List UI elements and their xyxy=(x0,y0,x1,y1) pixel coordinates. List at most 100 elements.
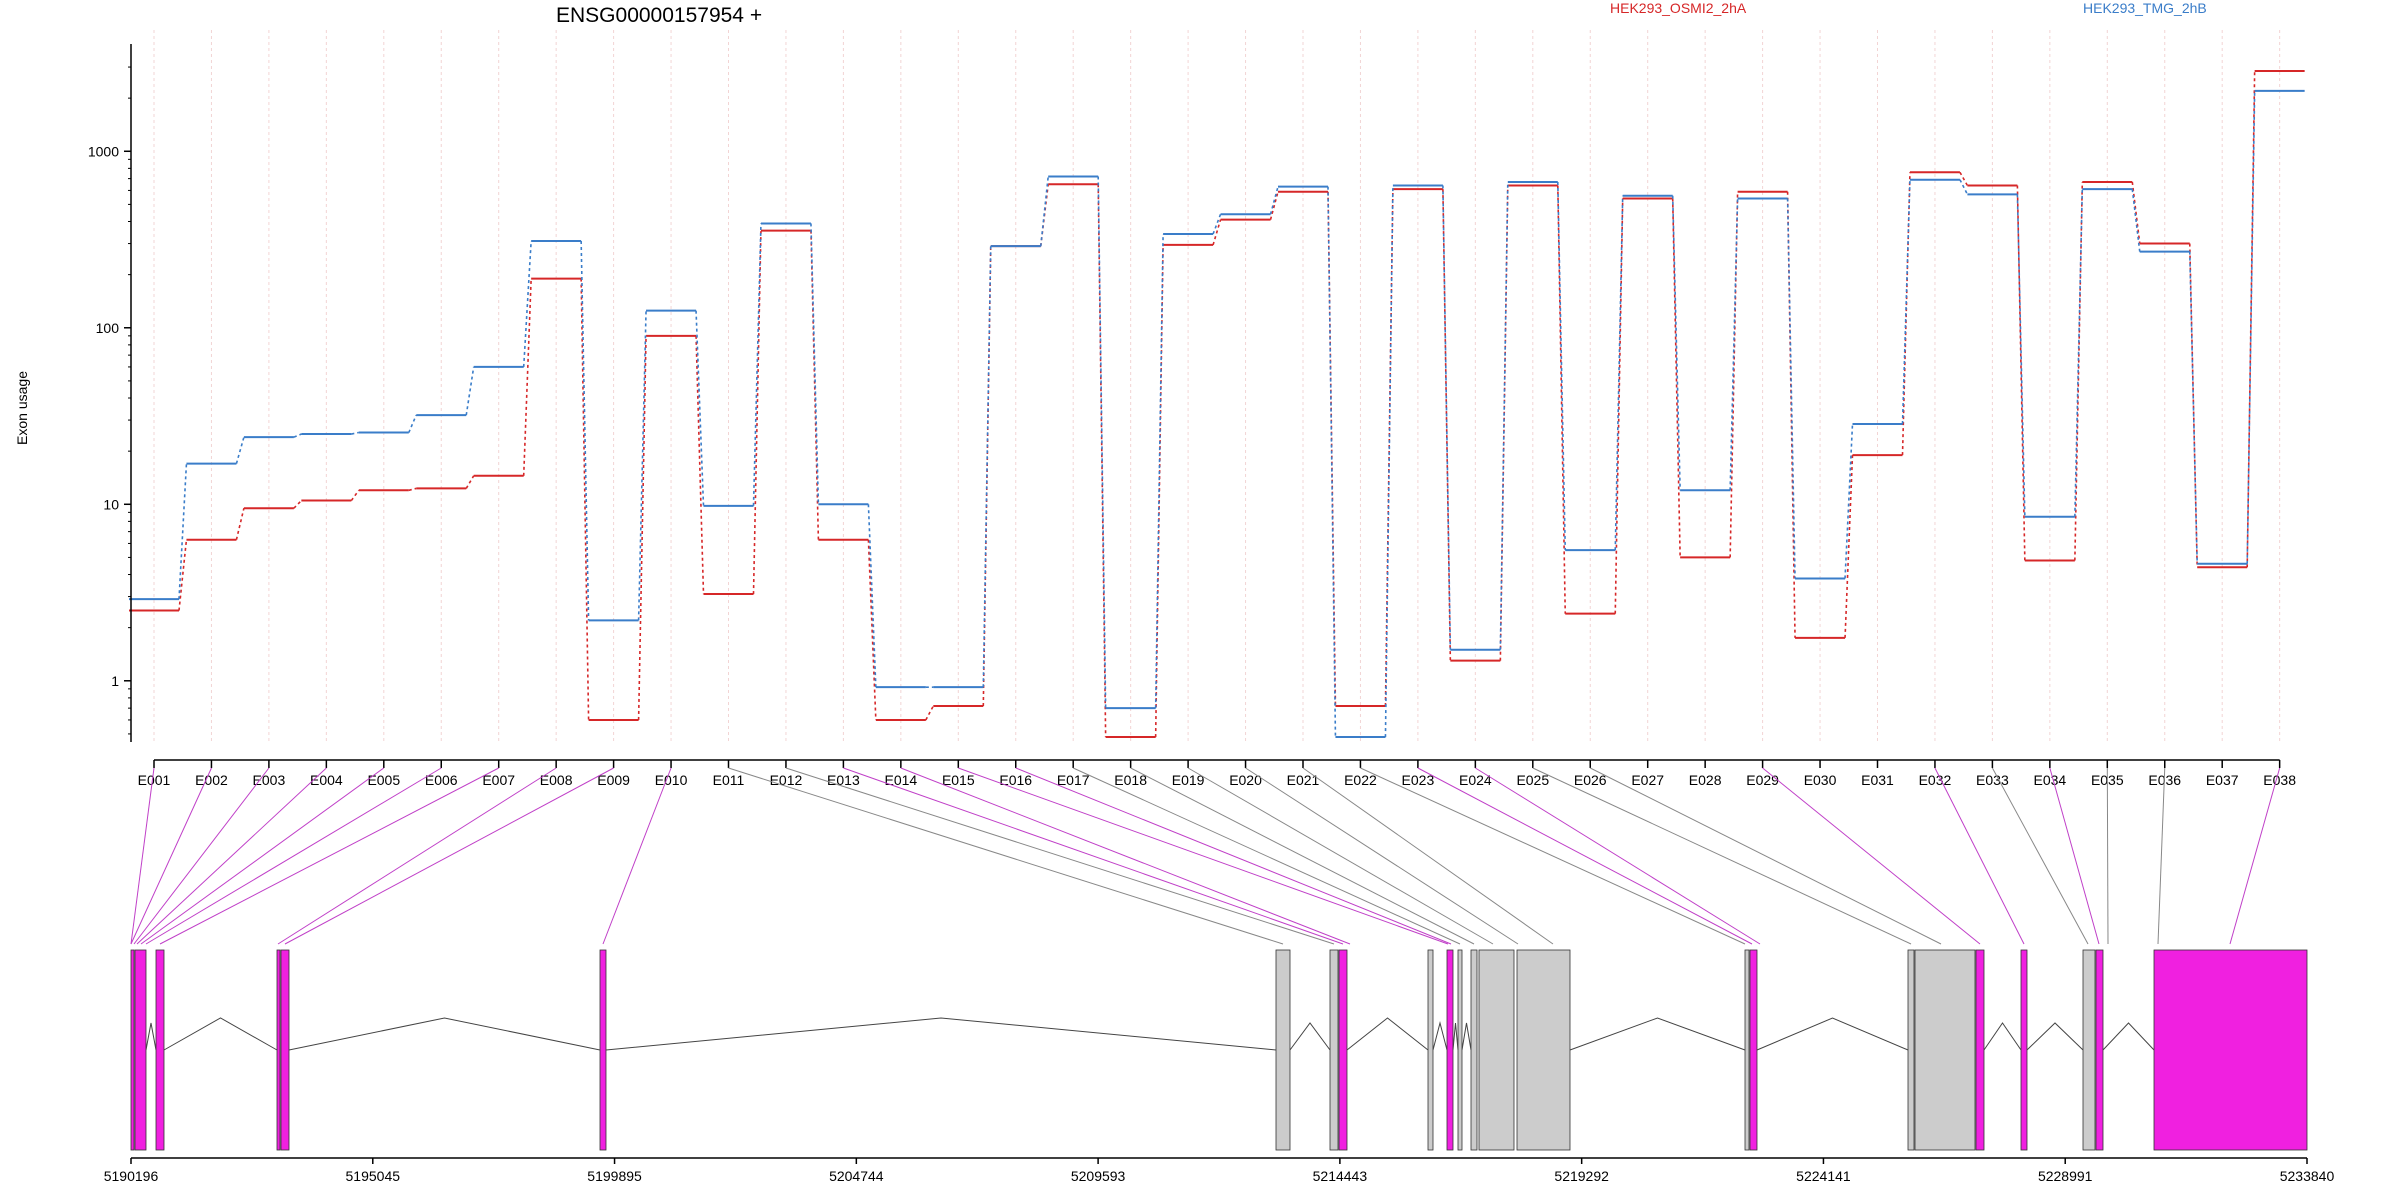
exon-box-2 xyxy=(134,949,147,1151)
series-0-connector xyxy=(235,508,245,540)
intron-line xyxy=(2026,1022,2084,1051)
series-1-connector xyxy=(1384,185,1394,738)
exon-box-3 xyxy=(155,949,165,1151)
series-0-connector xyxy=(2016,185,2026,561)
series-0-connector xyxy=(465,475,475,489)
intron-line xyxy=(163,1017,278,1051)
series-1 xyxy=(129,89,2305,739)
x-tick-label-E002: E002 xyxy=(195,772,228,788)
x-tick-label-E033: E033 xyxy=(1976,772,2009,788)
x-tick-label-E023: E023 xyxy=(1402,772,1435,788)
exon-box-6 xyxy=(599,949,607,1151)
series-1-connector xyxy=(982,246,992,688)
connector-E035 xyxy=(2106,767,2109,945)
series-1-connector xyxy=(1844,423,1854,579)
exon-box-8 xyxy=(1329,949,1339,1151)
intron-line xyxy=(1983,1022,2022,1051)
series-1-connector xyxy=(1614,195,1624,551)
connector-E033 xyxy=(1991,767,2089,945)
exon-box-15 xyxy=(1516,949,1571,1151)
x-tick-label-E026: E026 xyxy=(1574,772,1607,788)
genomic-tick-label: 5228991 xyxy=(2038,1168,2093,1184)
exon-box-14 xyxy=(1478,949,1515,1151)
x-tick-label-E005: E005 xyxy=(367,772,400,788)
x-tick-label-E025: E025 xyxy=(1516,772,1549,788)
series-0-connector xyxy=(580,278,590,720)
x-axis: E001 E002 E003 E004 E005 E006 E007 E008 E009 E010… xyxy=(138,759,2296,788)
series-1-connector xyxy=(178,463,188,600)
intron-line xyxy=(2102,1022,2155,1051)
connector-E005 xyxy=(140,767,385,945)
y-axis-label: Exon usage xyxy=(14,371,30,445)
connector-E025 xyxy=(1532,767,1912,945)
exon-box-9 xyxy=(1338,949,1348,1151)
connector-E013 xyxy=(843,767,1344,945)
connector-E018 xyxy=(1130,767,1475,945)
exon-box-4 xyxy=(276,949,281,1151)
series-layer xyxy=(129,69,2305,739)
series-0-connector xyxy=(2131,181,2141,244)
series-1-connector xyxy=(1327,186,1337,738)
exon-gridlines xyxy=(153,30,2281,742)
exon-box-13 xyxy=(1470,949,1478,1151)
connector-E020 xyxy=(1245,767,1519,945)
series-0-connector xyxy=(752,230,762,595)
series-0-connector xyxy=(1844,455,1854,638)
series-0-connector xyxy=(2188,243,2198,568)
exon-box-24 xyxy=(2153,949,2308,1151)
series-1-connector xyxy=(695,310,705,506)
connector-E003 xyxy=(133,767,270,945)
series-1-connector xyxy=(1499,181,1509,650)
series-0-connector xyxy=(350,489,360,502)
connector-E015 xyxy=(958,767,1449,945)
connector-E008 xyxy=(277,767,557,945)
intron-line xyxy=(605,1017,1277,1051)
connector-E006 xyxy=(145,767,442,945)
series-1-connector xyxy=(1442,185,1452,650)
x-tick-label-E027: E027 xyxy=(1631,772,1664,788)
series-1-connector xyxy=(1671,195,1681,491)
series-1-connector xyxy=(2246,90,2256,564)
connector-E023 xyxy=(1417,767,1753,945)
exon-box-11 xyxy=(1446,949,1454,1151)
intron-line xyxy=(1432,1021,1448,1051)
connector-E012 xyxy=(785,767,1335,945)
series-0-connector xyxy=(810,230,820,540)
intron-line xyxy=(145,1022,157,1051)
connector-E004 xyxy=(136,767,327,945)
series-1-connector xyxy=(351,431,359,435)
genomic-tick-label: 5204744 xyxy=(829,1168,884,1184)
series-1-connector xyxy=(1097,176,1107,709)
x-tick-label-E006: E006 xyxy=(425,772,458,788)
x-tick-label-E024: E024 xyxy=(1459,772,1492,788)
exon-box-17 xyxy=(1749,949,1758,1151)
genomic-tick-label: 5190196 xyxy=(104,1168,159,1184)
exon-box-12 xyxy=(1457,949,1463,1151)
connector-E009 xyxy=(284,767,614,945)
series-0-connector xyxy=(2246,70,2256,568)
series-1-connector xyxy=(580,241,590,621)
connector-E011 xyxy=(728,767,1284,945)
exon-box-7 xyxy=(1275,949,1291,1151)
series-1-connector xyxy=(752,223,762,506)
exon-box-23 xyxy=(2095,949,2104,1151)
series-0-connector xyxy=(408,487,417,492)
x-tick-label-E010: E010 xyxy=(655,772,688,788)
x-tick-label-E020: E020 xyxy=(1229,772,1262,788)
connector-E029 xyxy=(1762,767,1981,945)
exon-box-5 xyxy=(280,949,290,1151)
legend-series-0: HEK293_OSMI2_2hA xyxy=(1610,0,1747,16)
connector-E014 xyxy=(900,767,1351,945)
genomic-tick-label: 5214443 xyxy=(1313,1168,1368,1184)
legend-series-1: HEK293_TMG_2hB xyxy=(2083,0,2207,16)
genomic-tick-label: 5195045 xyxy=(346,1168,401,1184)
x-tick-label-E012: E012 xyxy=(770,772,803,788)
x-tick-label-E008: E008 xyxy=(540,772,573,788)
y-tick-label: 100 xyxy=(96,320,120,336)
exon-box-22 xyxy=(2082,949,2096,1151)
intron-line xyxy=(1569,1017,1746,1051)
x-tick-label-E007: E007 xyxy=(482,772,515,788)
series-1-connector xyxy=(1901,179,1911,425)
series-0-connector xyxy=(522,278,532,476)
genomic-tick-label: 5219292 xyxy=(1554,1168,1609,1184)
